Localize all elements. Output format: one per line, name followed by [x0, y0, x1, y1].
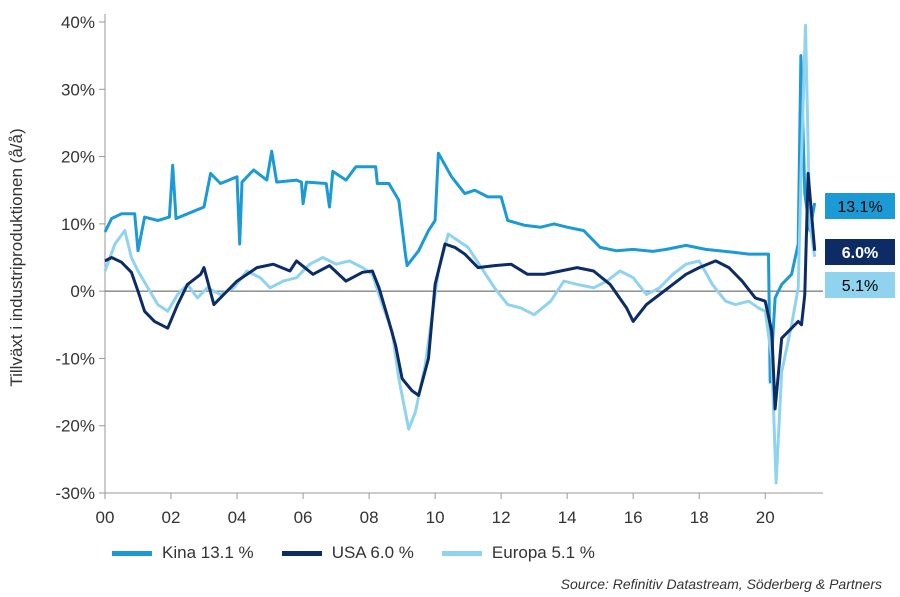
- x-tick-label: 12: [492, 508, 511, 527]
- x-tick-label: 02: [162, 508, 181, 527]
- end-labels: 13.1% 6.0% 5.1%: [825, 193, 895, 298]
- end-label-europa: 5.1%: [842, 278, 878, 295]
- x-tick-label: 10: [426, 508, 445, 527]
- legend-swatch-kina: [112, 550, 152, 556]
- y-tick-label: -30%: [55, 484, 95, 503]
- legend-swatch-europa: [441, 550, 482, 556]
- x-tick-label: 00: [96, 508, 115, 527]
- legend-item-europa: Europa 5.1 %: [441, 543, 595, 563]
- end-label-kina: 13.1%: [837, 199, 882, 216]
- end-label-usa-box: [825, 239, 895, 265]
- x-axis: 00 02 04 06 08 10 12 14 16 18 20: [96, 492, 823, 527]
- x-tick-label: 18: [690, 508, 709, 527]
- legend-label-usa: USA 6.0 %: [331, 543, 414, 562]
- legend-item-usa: USA 6.0 %: [281, 543, 414, 563]
- y-tick-label: 20%: [61, 148, 95, 167]
- x-tick-label: 06: [294, 508, 313, 527]
- legend: Kina 13.1 % USA 6.0 % Europa 5.1 %: [112, 543, 595, 563]
- series-line-usa: [104, 171, 817, 411]
- source-note: Source: Refinitiv Datastream, Söderberg …: [560, 576, 882, 592]
- x-tick-label: 20: [756, 508, 775, 527]
- x-tick-label: 16: [624, 508, 643, 527]
- x-tick-label: 04: [228, 508, 247, 527]
- y-axis: -30% -20% -10% 0% 10% 20% 30% 40%: [55, 13, 823, 503]
- x-tick-label: 08: [360, 508, 379, 527]
- y-tick-label: -20%: [55, 417, 95, 436]
- series-lines: [103, 23, 817, 485]
- legend-item-kina: Kina 13.1 %: [112, 543, 254, 563]
- y-tick-label: -10%: [55, 349, 95, 368]
- y-tick-label: 30%: [61, 80, 95, 99]
- end-label-usa: 6.0%: [842, 245, 878, 262]
- y-tick-label: 10%: [61, 215, 95, 234]
- legend-label-europa: Europa 5.1 %: [491, 543, 595, 562]
- series-line-europa: [103, 23, 817, 485]
- series-line-kina: [103, 54, 817, 384]
- end-label-kina-box: [825, 193, 895, 219]
- y-tick-label: 40%: [61, 13, 95, 32]
- y-tick-label: 0%: [70, 282, 95, 301]
- legend-swatch-usa: [281, 550, 322, 556]
- x-tick-label: 14: [558, 508, 577, 527]
- legend-label-kina: Kina 13.1 %: [162, 543, 254, 562]
- end-label-europa-box: [825, 272, 895, 298]
- y-axis-label: Tillväxt i industriproduktionen (å/å): [7, 128, 26, 386]
